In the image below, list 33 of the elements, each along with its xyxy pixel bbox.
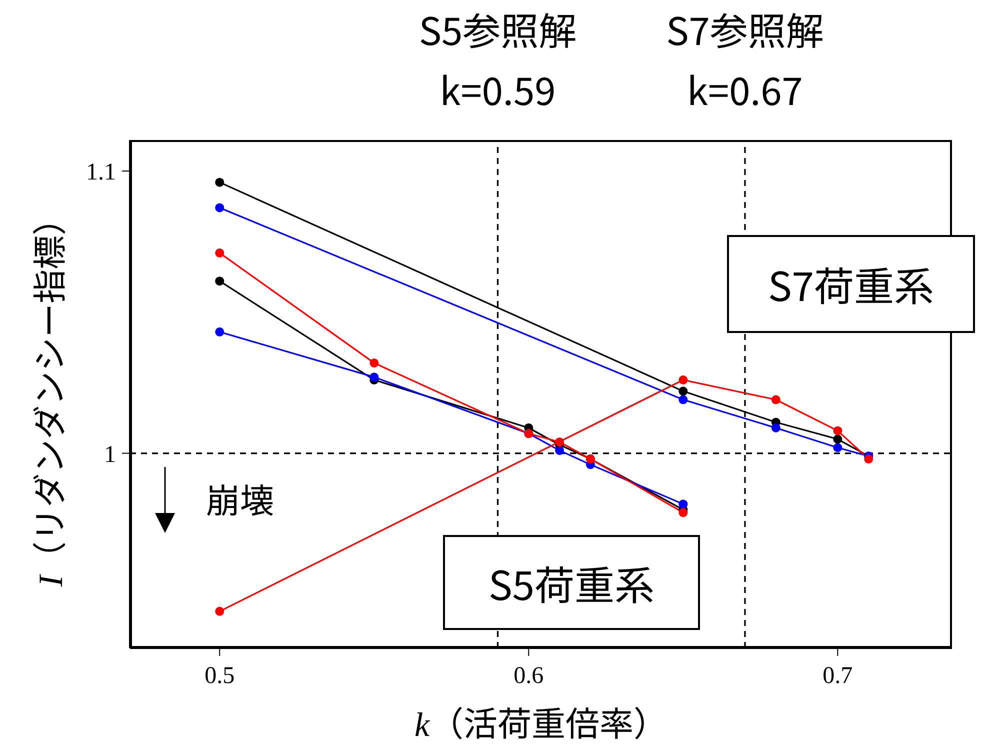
y-axis-title: I（リダンダンシー指標） — [23, 201, 72, 587]
x-tick-label: 0.5 — [204, 663, 235, 690]
point — [833, 434, 842, 444]
point — [215, 248, 224, 258]
point — [678, 386, 688, 396]
point — [555, 446, 564, 455]
annotation: 崩壊 — [206, 474, 274, 523]
y-tick-label: 1 — [104, 442, 116, 468]
ref-line-label: S7参照解 k=0.67 — [666, 1, 824, 116]
point — [833, 426, 842, 436]
point — [678, 508, 688, 518]
point — [771, 395, 780, 404]
point — [678, 395, 688, 404]
point — [771, 423, 780, 432]
point — [678, 375, 688, 384]
point — [370, 358, 379, 368]
point — [864, 454, 874, 464]
x-tick-label: 0.6 — [514, 663, 544, 690]
point — [215, 276, 224, 286]
point — [215, 327, 224, 336]
point — [833, 443, 842, 452]
point — [370, 372, 379, 382]
x-axis-title: k（活荷重倍率） — [414, 697, 668, 745]
point — [678, 500, 688, 509]
annotation: S5荷重系 — [443, 535, 700, 630]
point — [215, 178, 224, 187]
y-tick-label: 1.1 — [86, 160, 116, 186]
x-tick-label: 0.7 — [822, 663, 853, 690]
annotation: S7荷重系 — [727, 235, 975, 333]
point — [555, 437, 564, 446]
ref-line-label: S5参照解 k=0.59 — [418, 1, 577, 116]
point — [215, 606, 224, 616]
point — [215, 203, 224, 212]
